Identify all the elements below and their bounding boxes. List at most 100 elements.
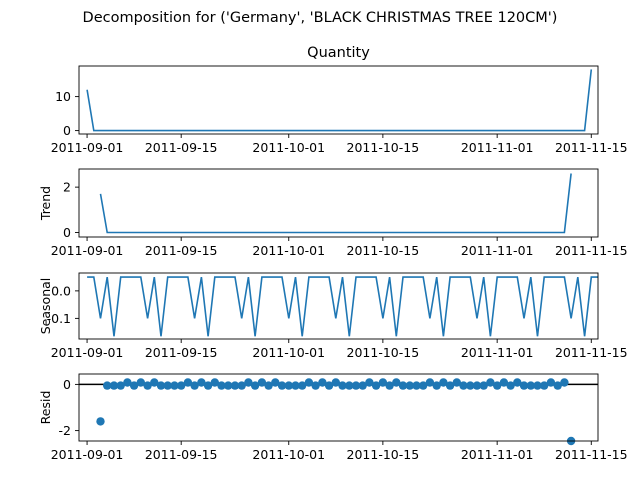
resid-point [459, 381, 468, 390]
resid-point [324, 381, 334, 390]
resid-point [385, 381, 394, 390]
observed-xtick-label: 2011-09-01 [51, 140, 124, 155]
trend-xtick-label: 2011-10-01 [252, 243, 325, 258]
seasonal-ytick-label: -0.1 [47, 311, 71, 326]
resid-point [338, 381, 347, 390]
observed-xtick-label: 2011-11-15 [555, 140, 628, 155]
seasonal-xtick-label: 2011-11-01 [461, 345, 534, 360]
resid-point [129, 381, 139, 390]
resid-point [398, 381, 408, 390]
resid-axes-frame [78, 373, 599, 442]
resid-point [371, 381, 381, 390]
resid-point [109, 381, 119, 390]
trend-panel: 0 2 2011-09-01 2011-09-15 2011-10-01 2011-10-… [38, 168, 628, 258]
seasonal-xtick-label: 2011-09-15 [145, 345, 218, 360]
resid-point [318, 378, 327, 387]
observed-xtick-label: 2011-11-01 [461, 140, 534, 155]
resid-ytick-label: 0 [63, 377, 71, 392]
resid-point [163, 381, 172, 390]
resid-point [472, 381, 482, 390]
resid-point [513, 378, 522, 387]
resid-point [378, 378, 388, 387]
resid-point [136, 378, 145, 387]
resid-point [439, 378, 448, 387]
resid-point [519, 381, 529, 390]
resid-xtick-label: 2011-09-15 [145, 447, 218, 462]
resid-point [190, 381, 199, 390]
trend-ytick-label: 0 [63, 225, 71, 240]
resid-point [116, 381, 125, 390]
seasonal-xtick-label: 2011-10-15 [347, 345, 420, 360]
resid-xtick-label: 2011-10-15 [347, 447, 420, 462]
resid-point [540, 381, 549, 390]
resid-point [365, 378, 374, 387]
resid-ytick-label: -2 [59, 423, 71, 438]
resid-panel: 0 -2 2011-09-01 2011-09-15 2011-10-01 2011-10… [38, 373, 628, 462]
seasonal-xtick-label: 2011-10-01 [252, 345, 325, 360]
resid-point [506, 381, 515, 390]
resid-point [291, 381, 300, 390]
resid-point [203, 381, 213, 390]
resid-point [358, 381, 367, 390]
resid-xtick-label: 2011-10-01 [252, 447, 325, 462]
resid-point [553, 381, 562, 390]
seasonal-xtick-label: 2011-09-01 [51, 345, 124, 360]
resid-point [170, 381, 179, 390]
trend-axes-frame [78, 168, 599, 238]
resid-xtick-label: 2011-11-15 [555, 447, 628, 462]
resid-point [210, 378, 219, 387]
resid-point [466, 381, 475, 390]
resid-point [419, 381, 428, 390]
resid-point [351, 381, 361, 390]
seasonal-ytick-label: 0.0 [51, 283, 71, 298]
resid-point [546, 378, 556, 387]
resid-point [217, 381, 226, 390]
resid-point [533, 381, 542, 390]
resid-point [177, 381, 186, 390]
trend-ytick-label: 2 [63, 180, 71, 195]
resid-point [230, 381, 240, 390]
resid-xtick-label: 2011-09-01 [51, 447, 124, 462]
observed-axes-frame [78, 65, 599, 135]
resid-point [392, 378, 401, 387]
resid-point [197, 378, 206, 387]
resid-point [156, 381, 166, 390]
resid-point [298, 381, 307, 390]
resid-point [445, 381, 455, 390]
resid-xtick-label: 2011-11-01 [461, 447, 534, 462]
trend-xtick-label: 2011-10-15 [347, 243, 420, 258]
resid-point [237, 381, 246, 390]
trend-xtick-label: 2011-11-15 [555, 243, 628, 258]
resid-point [264, 381, 273, 390]
resid-point [103, 381, 112, 390]
observed-xtick-label: 2011-09-15 [145, 140, 218, 155]
resid-point [493, 381, 502, 390]
resid-point [452, 378, 461, 387]
observed-xtick-label: 2011-10-15 [347, 140, 420, 155]
seasonal-axes-frame [78, 272, 599, 340]
seasonal-series-line [87, 276, 598, 337]
resid-point [257, 378, 267, 387]
observed-xtick-label: 2011-10-01 [252, 140, 325, 155]
resid-point [499, 378, 509, 387]
resid-point [425, 378, 435, 387]
figure-suptitle: Decomposition for ('Germany', 'BLACK CHR… [83, 10, 558, 26]
resid-point [183, 378, 193, 387]
resid-point [250, 381, 260, 390]
observed-panel: Quantity 0 10 2011-09-01 2011-09-15 2011-10-0… [51, 45, 628, 155]
observed-ytick-label: 0 [63, 123, 71, 138]
resid-point [486, 378, 495, 387]
resid-point [304, 378, 314, 387]
observed-title: Quantity [307, 45, 370, 61]
resid-point [271, 378, 280, 387]
resid-point [526, 381, 535, 390]
resid-point [479, 381, 488, 390]
trend-xtick-label: 2011-09-01 [51, 243, 124, 258]
observed-series-line [86, 69, 593, 132]
resid-point [311, 381, 320, 390]
resid-ylabel: Resid [38, 391, 53, 425]
resid-point [345, 381, 354, 390]
seasonal-xtick-label: 2011-11-15 [555, 345, 628, 360]
resid-point [224, 381, 233, 390]
seasonal-ylabel: Seasonal [38, 278, 53, 335]
